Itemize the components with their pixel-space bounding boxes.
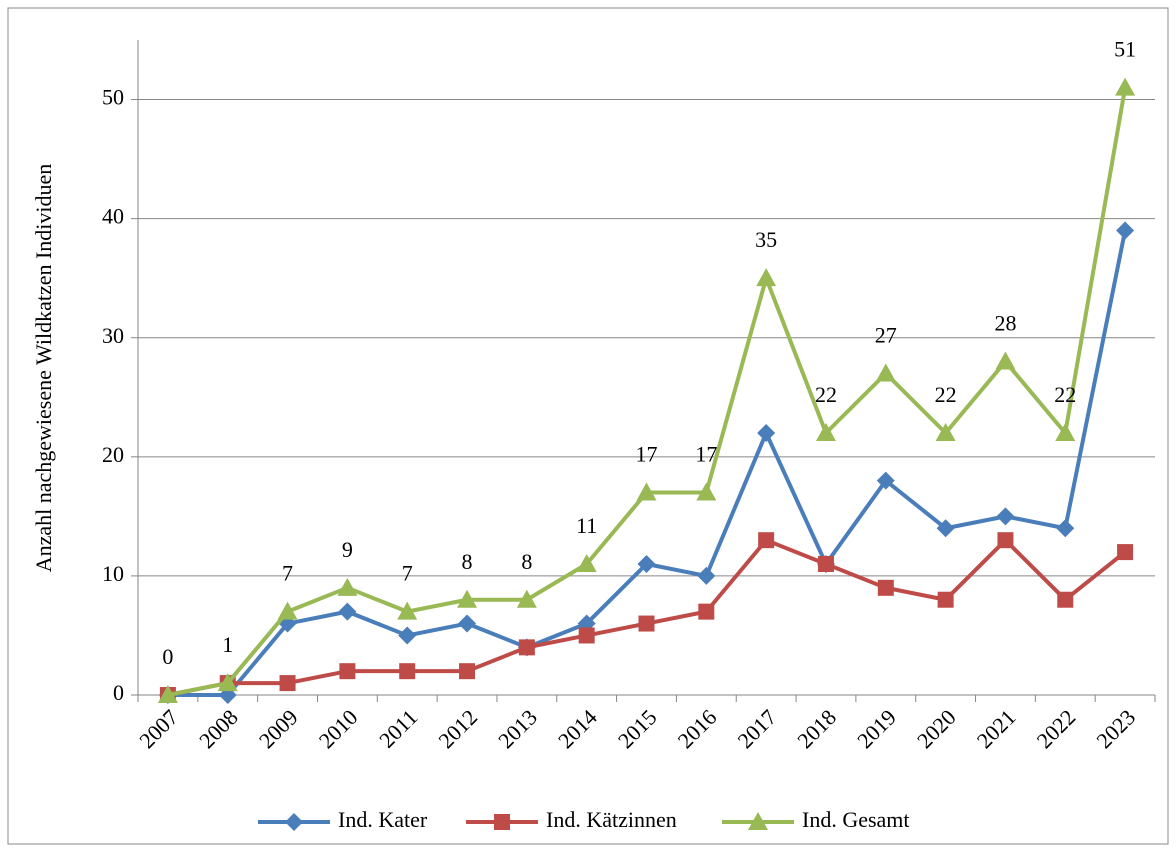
legend-marker: [494, 814, 510, 830]
data-point: [757, 424, 776, 442]
data-point: [1057, 591, 1074, 608]
data-label: 7: [282, 561, 293, 586]
data-point: [637, 555, 656, 573]
data-point: [995, 351, 1016, 370]
y-tick-label: 0: [113, 680, 124, 705]
y-tick-label: 20: [102, 442, 124, 467]
data-point: [339, 663, 356, 680]
data-point: [638, 615, 655, 632]
legend-marker: [748, 812, 768, 830]
data-point: [935, 423, 956, 441]
data-label: 35: [755, 227, 777, 252]
data-point: [756, 268, 777, 287]
data-point: [698, 603, 715, 620]
data-label: 27: [875, 323, 897, 348]
data-label: 17: [636, 442, 658, 467]
data-point: [636, 482, 657, 501]
data-point: [516, 589, 537, 608]
data-label: 0: [162, 644, 173, 669]
data-point: [817, 556, 834, 572]
data-point: [697, 566, 716, 585]
data-label: 9: [342, 537, 353, 562]
data-point: [576, 554, 597, 572]
legend-label: Ind. Gesamt: [802, 807, 910, 832]
data-point: [875, 363, 896, 382]
data-label: 22: [1054, 382, 1076, 407]
data-label: 11: [576, 513, 597, 538]
data-point: [996, 507, 1015, 526]
data-point: [518, 639, 535, 656]
data-point: [459, 663, 476, 680]
data-label: 7: [402, 561, 413, 586]
y-axis-label: Anzahl nachgewiesene Wildkatzen Individu…: [31, 164, 56, 573]
y-tick-label: 30: [102, 323, 124, 348]
data-point: [157, 685, 178, 703]
data-label: 51: [1114, 37, 1136, 62]
data-point: [1116, 221, 1135, 240]
data-point: [277, 601, 298, 620]
data-point: [1115, 77, 1136, 96]
data-label: 8: [521, 549, 532, 574]
data-point: [337, 577, 358, 596]
data-label: 22: [935, 382, 957, 407]
data-point: [398, 626, 417, 645]
data-point: [937, 591, 954, 608]
data-point: [1117, 544, 1134, 561]
data-point: [279, 675, 296, 692]
data-point: [458, 614, 477, 633]
data-point: [399, 663, 416, 680]
y-tick-label: 40: [102, 204, 124, 229]
data-label: 8: [462, 549, 473, 574]
legend-marker: [285, 813, 303, 831]
y-tick-label: 50: [102, 85, 124, 110]
legend-label: Ind. Kätzinnen: [546, 807, 677, 832]
data-point: [997, 532, 1014, 549]
data-point: [397, 601, 418, 620]
data-label: 1: [222, 632, 233, 657]
data-point: [578, 627, 595, 644]
data-point: [758, 532, 775, 549]
data-point: [696, 482, 717, 501]
data-point: [457, 589, 478, 608]
data-point: [1055, 423, 1076, 441]
data-point: [815, 423, 836, 441]
data-label: 28: [994, 311, 1016, 336]
data-point: [1056, 519, 1075, 538]
data-point: [338, 602, 357, 621]
data-point: [936, 519, 955, 538]
data-label: 22: [815, 382, 837, 407]
y-tick-label: 10: [102, 561, 124, 586]
legend-label: Ind. Kater: [338, 807, 428, 832]
data-point: [876, 471, 895, 490]
data-label: 17: [695, 442, 717, 467]
chart-border: [7, 7, 1169, 845]
data-point: [217, 673, 238, 692]
data-point: [877, 579, 894, 596]
